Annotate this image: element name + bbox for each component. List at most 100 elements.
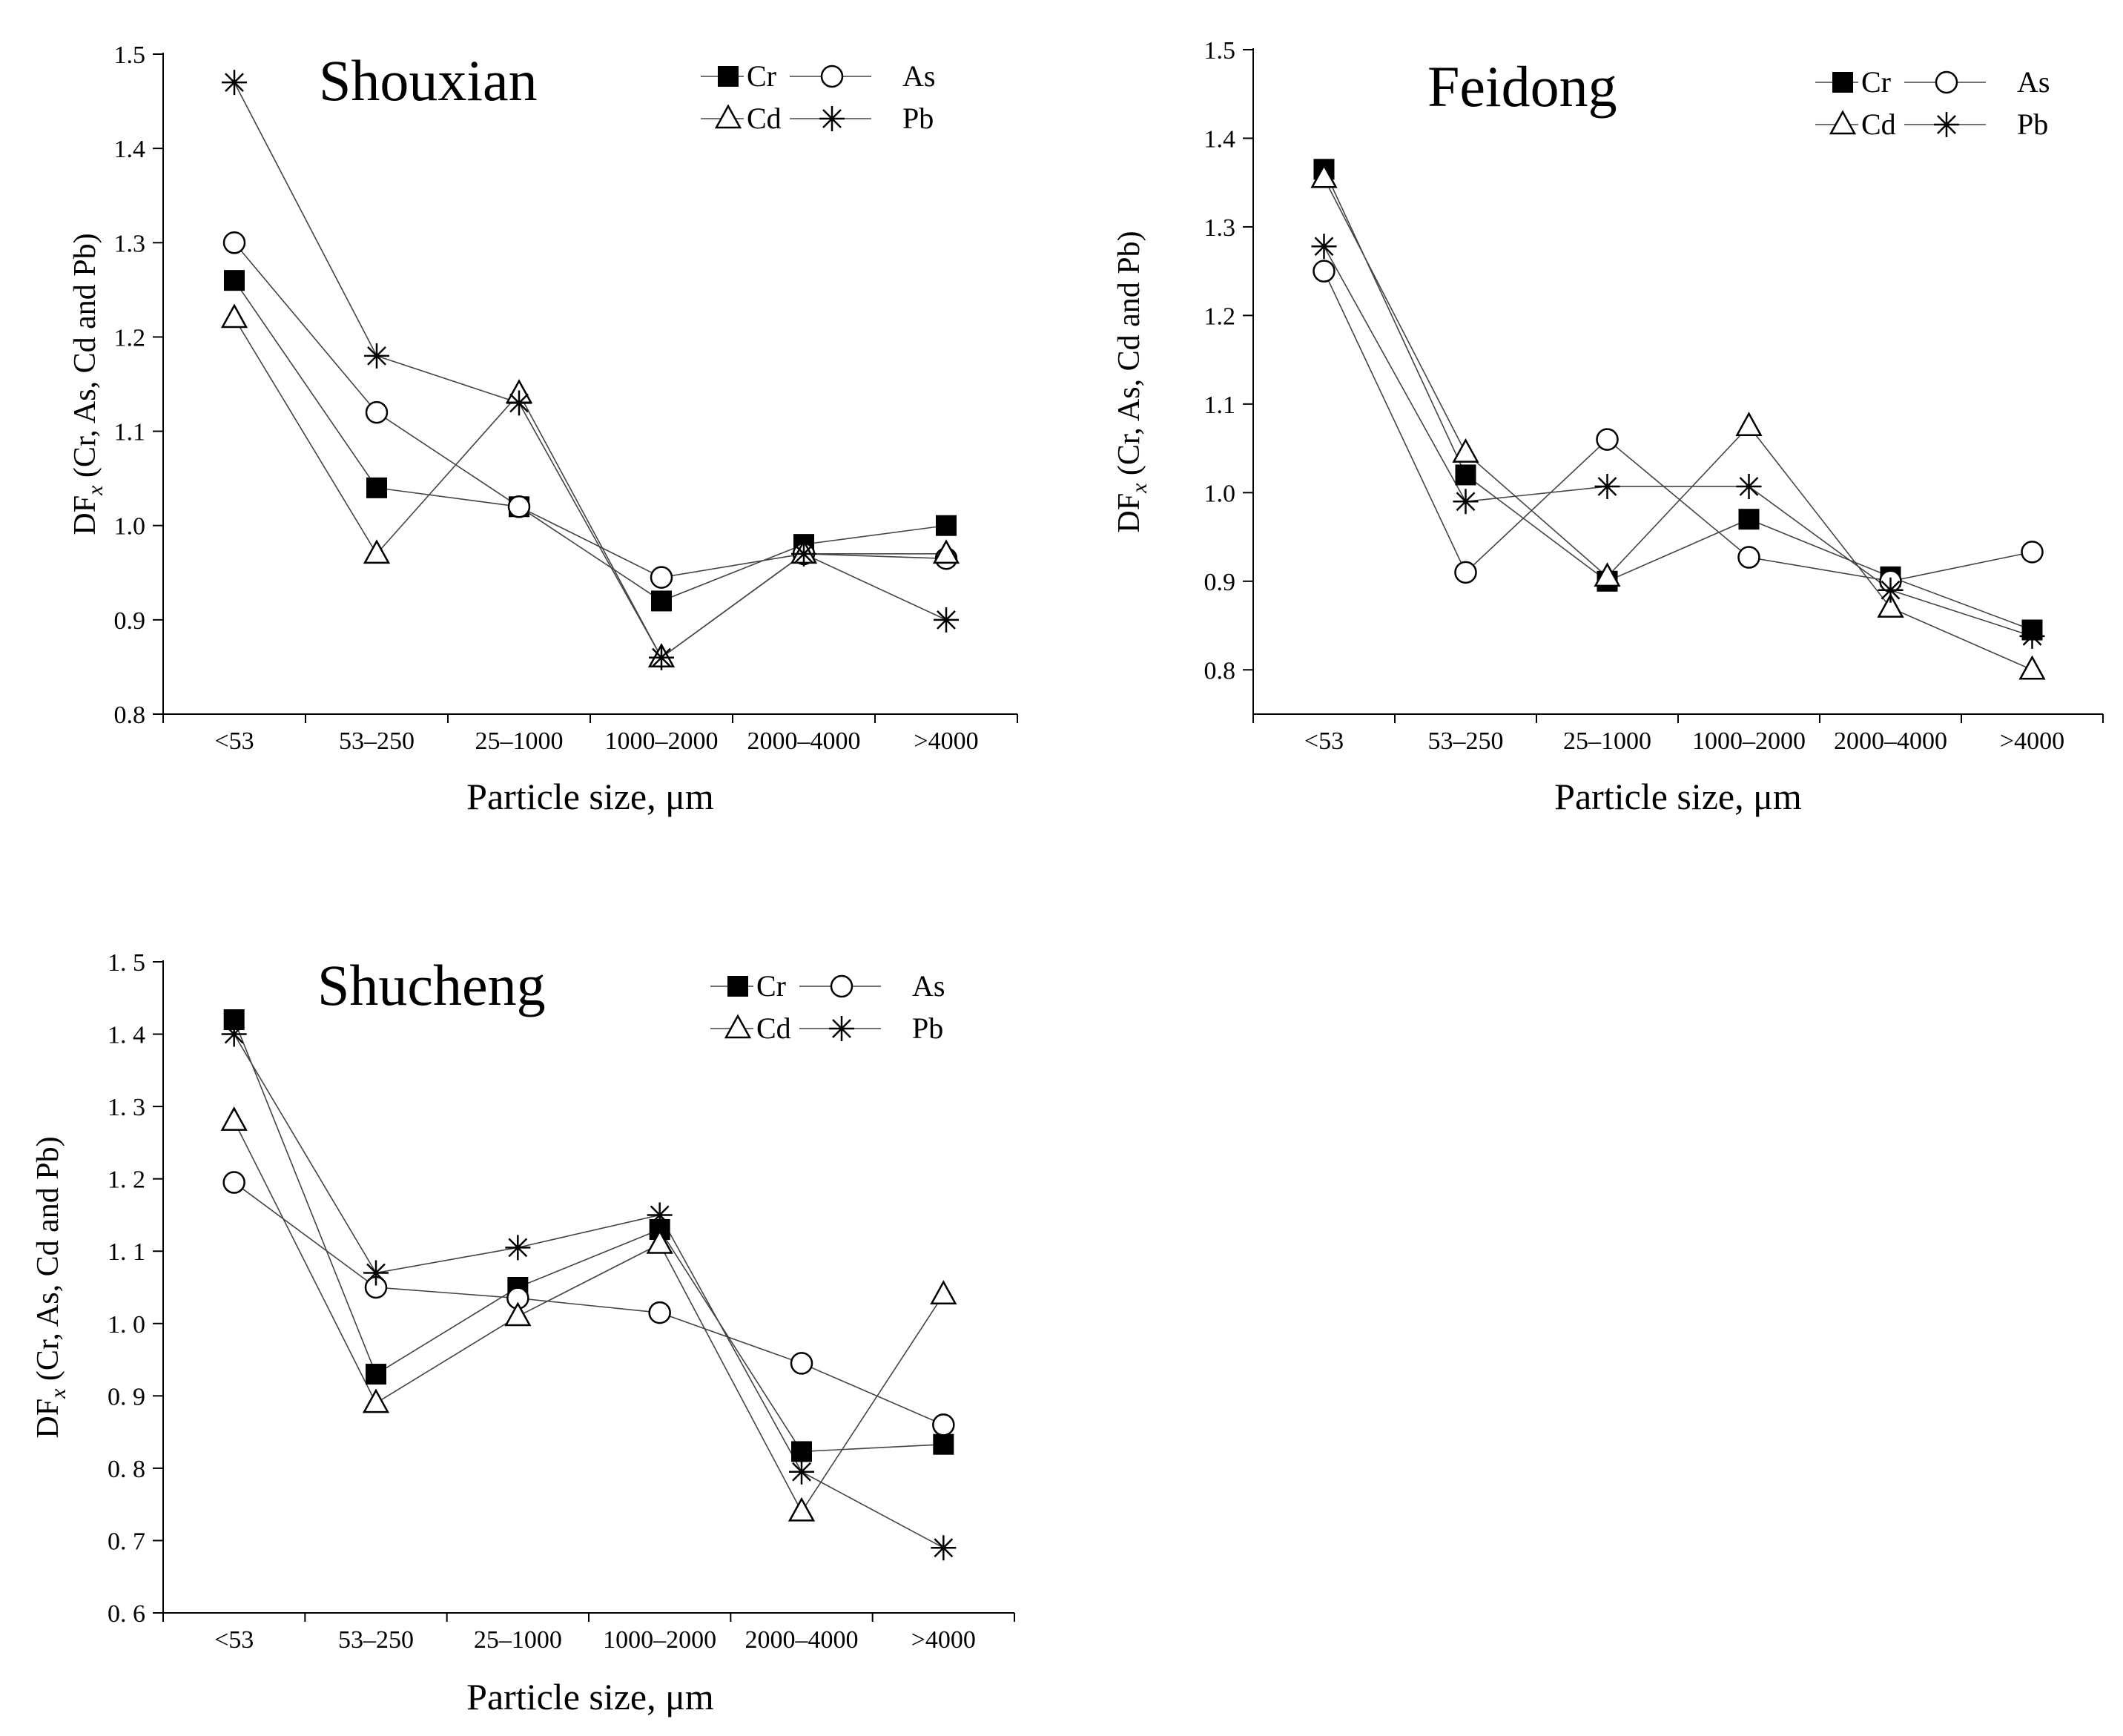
y-tick-label: 1. 3 <box>108 1094 145 1121</box>
legend-label-as: As <box>902 59 935 93</box>
data-point-pb <box>934 607 959 633</box>
data-point-pb <box>649 644 674 670</box>
legend-label-bg <box>899 101 940 133</box>
series-line-cd <box>234 317 946 659</box>
data-point-as <box>507 495 531 518</box>
y-tick-label: 1.0 <box>114 513 146 541</box>
data-point-cr <box>1738 509 1760 530</box>
data-point-cd <box>362 1388 390 1413</box>
data-point-cr <box>933 1433 954 1455</box>
y-axis-title: DFx (Cr, As, Cd and Pb) <box>1112 231 1152 532</box>
series-line-as <box>234 242 947 578</box>
legend-label-pb: Pb <box>2017 108 2048 141</box>
data-point-cd <box>220 303 248 329</box>
x-tick-label: 53–250 <box>338 1626 414 1654</box>
legend-label-bg <box>744 59 790 91</box>
legend-label-cd: Cd <box>1861 108 1896 141</box>
y-tick-label: 0.8 <box>1204 657 1236 684</box>
data-point-pb <box>1311 234 1337 260</box>
data-point-as <box>1596 428 1619 451</box>
legend-label-bg <box>753 968 799 1001</box>
data-point-cr <box>366 477 387 498</box>
data-point-as <box>365 400 389 424</box>
y-axis-title-prefix: DF <box>31 1399 65 1439</box>
data-point-cd <box>363 539 391 564</box>
chart-shucheng: 0. 6 0. 7 0. 8 0. 9 1. 0 1. 1 1. 2 1. 3 1. 4 1. 5… <box>31 949 1015 1717</box>
y-tick-label: 1.5 <box>1204 37 1236 65</box>
legend-label-bg <box>753 1011 799 1043</box>
y-tick-label: 0. 7 <box>108 1528 145 1555</box>
y-axis-title-subscript: x <box>1127 483 1152 494</box>
series-line-cr <box>1323 168 2033 631</box>
x-tick-label: 53–250 <box>339 727 415 755</box>
y-tick-label: 1.4 <box>114 136 146 163</box>
data-point-as <box>1454 561 1477 584</box>
data-point-pb <box>363 1260 389 1286</box>
legend-marker-cr <box>1832 72 1853 93</box>
series-line-pb <box>234 82 947 659</box>
data-point-as <box>222 1171 245 1194</box>
data-point-cd <box>220 1106 248 1131</box>
x-tick-label: 2000–4000 <box>747 727 861 755</box>
legend-label-cr: Cr <box>747 59 776 93</box>
series-line-as <box>234 1181 944 1426</box>
chart-shouxian: 0.8 0.9 1.0 1.1 1.2 1.3 1.4 1.5 <53 53–250 25–1000… <box>68 42 1018 817</box>
x-tick-label: 53–250 <box>1428 727 1504 755</box>
y-tick-label: 1.2 <box>1204 303 1236 330</box>
legend-label-bg <box>2014 107 2054 139</box>
legend-label-bg <box>1858 107 1904 139</box>
x-tick-label: 25–1000 <box>474 1626 562 1654</box>
data-point-pb <box>1453 489 1479 515</box>
legend-label-cr: Cr <box>756 969 786 1003</box>
data-point-as <box>1737 546 1760 569</box>
data-point-cd <box>930 1280 957 1305</box>
legend-label-as: As <box>912 969 945 1003</box>
data-point-pb <box>506 390 532 416</box>
x-axis-title: Particle size, μm <box>466 1676 714 1717</box>
legend-label-pb: Pb <box>902 102 934 135</box>
y-tick-label: 1. 2 <box>108 1166 145 1194</box>
legend-label-bg <box>909 968 949 1001</box>
y-tick-label: 0.9 <box>114 607 146 635</box>
y-tick-label: 1.3 <box>114 230 146 257</box>
data-point-pb <box>222 70 247 96</box>
data-point-cr <box>224 270 245 291</box>
y-tick-label: 1.0 <box>1204 480 1236 507</box>
y-tick-label: 1.5 <box>114 42 146 69</box>
y-axis-title-prefix: DF <box>68 495 102 535</box>
legend-label-bg <box>899 59 940 91</box>
y-axis-title: DFx (Cr, As, Cd and Pb) <box>31 1136 70 1438</box>
legend-marker-pb <box>829 1016 854 1041</box>
legend-marker-cr <box>727 976 748 997</box>
data-point-cd <box>1310 163 1338 188</box>
series-line-cr <box>234 280 947 602</box>
x-tick-label: <53 <box>214 727 254 755</box>
y-axis-title-subscript: x <box>83 485 108 496</box>
legend-label-cd: Cd <box>747 102 782 135</box>
legend-marker-as <box>1935 70 1958 94</box>
series-line-pb <box>1323 245 2033 637</box>
data-point-pb <box>1736 473 1762 499</box>
data-point-cd <box>646 1229 673 1254</box>
y-tick-label: 1. 1 <box>108 1238 145 1266</box>
y-tick-label: 1.2 <box>114 324 146 352</box>
y-tick-label: 1.4 <box>1204 125 1236 153</box>
data-point-as <box>1313 260 1335 283</box>
data-point-cr <box>936 515 957 536</box>
y-axis-title-subscript: x <box>46 1388 70 1399</box>
data-point-pb <box>789 1459 814 1485</box>
y-axis-title-suffix: (Cr, As, Cd and Pb) <box>1112 231 1146 483</box>
data-point-pb <box>931 1535 957 1561</box>
legend-marker-pb <box>1934 112 1959 137</box>
data-point-pb <box>1594 473 1620 499</box>
legend-marker-cd <box>714 104 742 129</box>
legend-label-pb: Pb <box>912 1011 943 1045</box>
data-point-cd <box>1877 593 1904 618</box>
legend-label-cd: Cd <box>756 1011 791 1045</box>
chart-title: Shucheng <box>317 953 546 1017</box>
series-line-as <box>1323 271 2033 582</box>
y-tick-label: 1. 5 <box>108 949 145 977</box>
data-point-cd <box>932 539 960 564</box>
legend-marker-cd <box>724 1014 752 1039</box>
